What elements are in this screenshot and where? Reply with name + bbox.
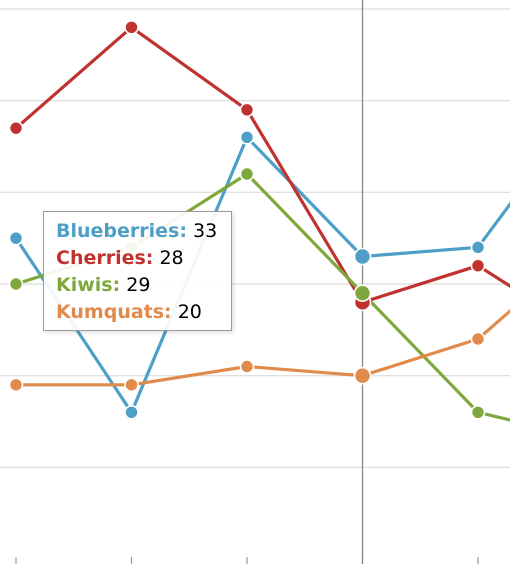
tooltip-row-blueberries: Blueberries: 33: [56, 218, 219, 245]
point-blueberries: [239, 130, 255, 145]
point-kumquats: [353, 366, 372, 385]
tooltip-value-blueberries: 33: [193, 220, 218, 242]
point-kiwis: [353, 284, 372, 302]
point-cherries: [239, 102, 255, 118]
point-kumquats: [124, 377, 139, 393]
point-cherries: [124, 20, 139, 35]
tooltip: Blueberries: 33 Cherries: 28 Kiwis: 29 K…: [43, 211, 232, 331]
tooltip-label-blueberries: Blueberries:: [56, 220, 187, 242]
point-blueberries: [124, 405, 139, 420]
tooltip-row-kiwis: Kiwis: 29: [56, 272, 219, 299]
tooltip-row-cherries: Cherries: 28: [56, 245, 219, 272]
tooltip-row-kumquats: Kumquats: 20: [56, 299, 219, 326]
point-blueberries: [8, 230, 24, 246]
point-kumquats: [470, 331, 486, 347]
point-kiwis: [8, 276, 24, 292]
point-kumquats: [8, 377, 24, 393]
point-cherries: [470, 258, 486, 273]
tooltip-value-kiwis: 29: [126, 274, 151, 296]
point-kiwis: [470, 405, 486, 420]
tooltip-label-kiwis: Kiwis:: [56, 274, 121, 296]
tooltip-label-cherries: Cherries:: [56, 247, 154, 269]
point-blueberries: [470, 240, 486, 255]
x-axis: [15, 557, 479, 564]
tooltip-label-kumquats: Kumquats:: [56, 301, 172, 323]
point-cherries: [8, 120, 24, 136]
tooltip-value-cherries: 28: [159, 247, 184, 269]
tooltip-value-kumquats: 20: [177, 301, 202, 323]
point-kumquats: [239, 359, 255, 374]
point-blueberries: [353, 247, 372, 266]
point-kiwis: [239, 166, 255, 182]
